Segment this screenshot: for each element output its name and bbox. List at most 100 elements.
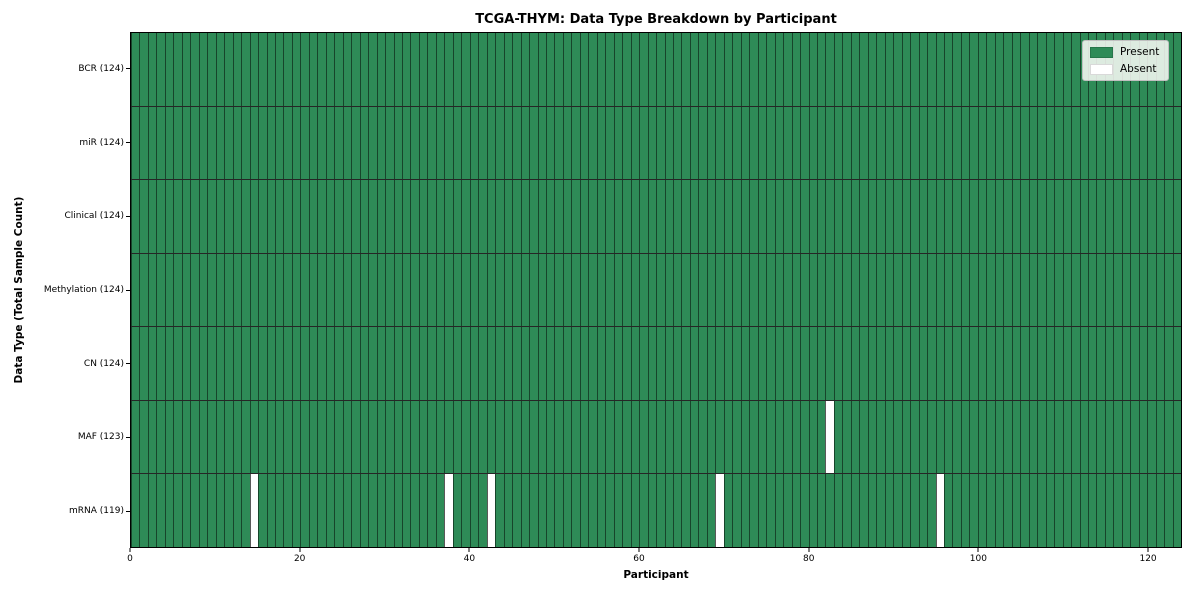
- heatmap-cell: [715, 400, 724, 474]
- heatmap-cell: [893, 474, 902, 548]
- heatmap-cell: [800, 400, 809, 474]
- heatmap-cell: [876, 400, 885, 474]
- heatmap-cell: [444, 474, 453, 548]
- heatmap-cell: [791, 474, 801, 548]
- heatmap-cell: [520, 400, 530, 474]
- heatmap-cell: [774, 106, 784, 180]
- heatmap-cell: [224, 33, 233, 106]
- heatmap-cell: [977, 106, 987, 180]
- heatmap-cell: [918, 327, 928, 400]
- heatmap-cell: [808, 106, 817, 180]
- heatmap-cell: [334, 180, 343, 253]
- heatmap-cell: [190, 400, 199, 474]
- heatmap-cell: [867, 253, 877, 327]
- heatmap-cell: [808, 327, 817, 400]
- heatmap-cell: [757, 33, 767, 106]
- heatmap-cell: [334, 327, 343, 400]
- heatmap-cell: [596, 33, 606, 106]
- heatmap-cell: [613, 253, 623, 327]
- heatmap-cell: [1130, 474, 1139, 548]
- heatmap-cell: [783, 33, 792, 106]
- heatmap-cell: [207, 106, 216, 180]
- heatmap-cell: [427, 33, 436, 106]
- heatmap-cell: [825, 33, 834, 106]
- heatmap-cell: [766, 400, 775, 474]
- heatmap-cell: [1155, 180, 1165, 253]
- heatmap-cell: [977, 253, 987, 327]
- heatmap-cell: [825, 400, 834, 474]
- heatmap-cell: [537, 474, 546, 548]
- heatmap-cell: [715, 180, 724, 253]
- heatmap-cell: [418, 106, 428, 180]
- heatmap-cell: [1113, 253, 1122, 327]
- heatmap-cell: [698, 327, 707, 400]
- heatmap-cell: [757, 253, 767, 327]
- heatmap-cell: [368, 474, 377, 548]
- heatmap-cell: [1037, 474, 1046, 548]
- heatmap-cell: [918, 180, 928, 253]
- heatmap-cell: [427, 327, 436, 400]
- heatmap-cell: [1003, 253, 1012, 327]
- heatmap-cell: [266, 474, 275, 548]
- heatmap-cell: [207, 253, 216, 327]
- heatmap-cell: [723, 327, 733, 400]
- heatmap-cell: [791, 106, 801, 180]
- heatmap-cell: [232, 33, 242, 106]
- heatmap-cell: [901, 400, 911, 474]
- heatmap-cell: [816, 474, 826, 548]
- y-tick-marks: [126, 32, 130, 548]
- heatmap-cell: [1087, 106, 1097, 180]
- heatmap-cell: [927, 327, 936, 400]
- heatmap-cell: [977, 180, 987, 253]
- heatmap-cell: [164, 474, 174, 548]
- heatmap-cell: [308, 33, 318, 106]
- heatmap-cell: [808, 180, 817, 253]
- heatmap-cell: [1155, 106, 1165, 180]
- heatmap-cell: [215, 474, 225, 548]
- heatmap-cell: [503, 474, 513, 548]
- heatmap-cell: [435, 474, 445, 548]
- heatmap-cell: [596, 400, 606, 474]
- heatmap-cell: [1062, 327, 1072, 400]
- heatmap-cell: [359, 106, 369, 180]
- heatmap-cell: [402, 180, 411, 253]
- heatmap-cell: [1113, 180, 1122, 253]
- heatmap-cell: [1028, 253, 1038, 327]
- heatmap-cell: [190, 33, 199, 106]
- heatmap-cell: [232, 180, 242, 253]
- heatmap-cell: [1147, 400, 1156, 474]
- heatmap-cell: [656, 253, 665, 327]
- heatmap-cell: [639, 180, 648, 253]
- heatmap-cell: [486, 180, 496, 253]
- heatmap-cell: [850, 180, 860, 253]
- heatmap-cell: [215, 33, 225, 106]
- heatmap-cell: [190, 474, 199, 548]
- heatmap-cell: [325, 253, 335, 327]
- heatmap-cell: [833, 400, 843, 474]
- heatmap-cell: [901, 253, 911, 327]
- heatmap-cell: [579, 253, 589, 327]
- heatmap-cell: [901, 327, 911, 400]
- heatmap-cell: [495, 106, 504, 180]
- heatmap-cell: [520, 253, 530, 327]
- heatmap-cell: [1037, 106, 1046, 180]
- heatmap-cell: [131, 253, 140, 327]
- heatmap-cell: [800, 474, 809, 548]
- heatmap-cell: [842, 400, 851, 474]
- heatmap-cell: [334, 253, 343, 327]
- heatmap-cell: [1164, 253, 1173, 327]
- heatmap-cell: [503, 253, 513, 327]
- heatmap-cell: [698, 180, 707, 253]
- heatmap-cell: [1062, 474, 1072, 548]
- heatmap-cell: [512, 253, 521, 327]
- heatmap-cell: [698, 33, 707, 106]
- heatmap-cell: [1071, 106, 1080, 180]
- heatmap-cell: [630, 400, 640, 474]
- heatmap-cell: [503, 33, 513, 106]
- heatmap-cell: [147, 327, 157, 400]
- heatmap-cell: [325, 33, 335, 106]
- heatmap-cell: [1104, 180, 1114, 253]
- heatmap-cell: [1130, 327, 1139, 400]
- heatmap-cell: [393, 253, 402, 327]
- heatmap-cell: [842, 106, 851, 180]
